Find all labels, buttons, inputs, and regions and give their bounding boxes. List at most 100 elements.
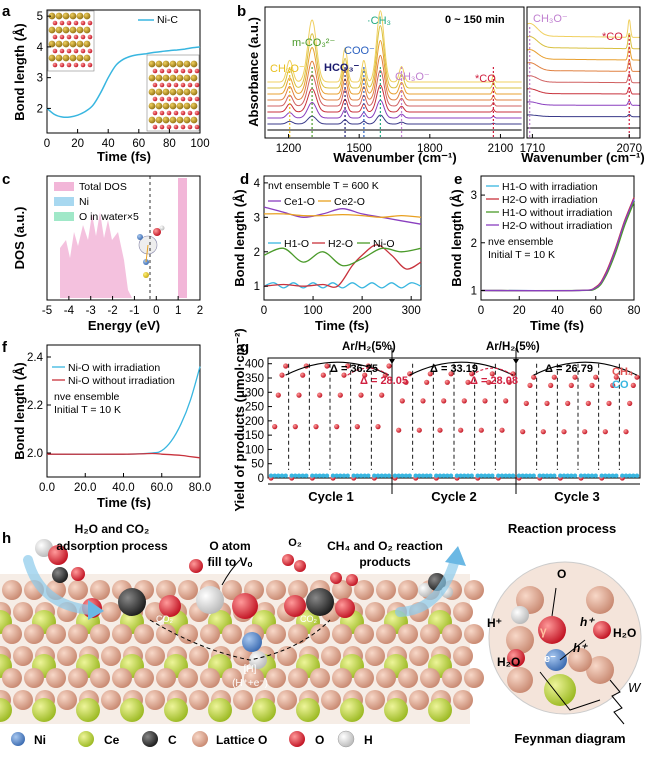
lattice-o-atom	[156, 624, 176, 644]
co-point	[454, 473, 460, 478]
annot-coo: COO⁻	[344, 45, 375, 57]
label-h-plus-e: (H⁺+e⁻)	[232, 678, 268, 689]
lattice-o-atom	[409, 646, 429, 666]
co-point	[603, 473, 608, 478]
ch4-point	[427, 371, 433, 377]
ch4-point	[292, 424, 298, 430]
ch4-point	[499, 427, 505, 433]
lattice-atom	[69, 40, 77, 48]
panel-letter-h: h	[2, 530, 11, 547]
lattice-atom	[69, 54, 77, 62]
co-point	[437, 473, 443, 478]
ch4-point	[313, 424, 319, 430]
lattice-atom	[66, 62, 72, 68]
lattice-atom	[183, 60, 191, 68]
ni-atom	[545, 649, 567, 671]
lattice-atom	[187, 124, 193, 130]
lattice-o-atom	[101, 690, 121, 710]
legend-label-atom-ni: Ni	[34, 733, 46, 747]
lattice-atom	[83, 54, 91, 62]
panel-f-note-ensemble: nve ensemble	[54, 391, 120, 403]
lattice-atom	[55, 54, 63, 62]
lattice-atom	[66, 34, 72, 40]
lattice-o-atom	[288, 580, 308, 600]
lattice-o-atom	[13, 602, 33, 622]
legend-label-h1-without: H1-O without irradiation	[502, 207, 612, 219]
rp-label-gamma: γ	[540, 624, 547, 638]
lattice-atom	[59, 34, 65, 40]
co-point	[569, 473, 574, 478]
ch4-point	[441, 398, 447, 404]
panel-b-xtick-label: 2100	[488, 143, 514, 155]
panel-d-frame	[263, 175, 422, 301]
co-point	[527, 473, 533, 478]
label-o2: O₂	[288, 537, 302, 549]
legend-label-atom-h: H	[364, 733, 373, 747]
ch4-point	[300, 372, 306, 378]
co-point	[631, 473, 636, 478]
lattice-o-atom	[365, 690, 385, 710]
lattice-o-atom	[46, 624, 66, 644]
sphere-atom	[586, 586, 614, 614]
panel-d-xtick-label: 300	[402, 305, 421, 317]
lattice-o-atom	[321, 646, 341, 666]
lattice-atom	[180, 124, 186, 130]
co-point	[276, 473, 281, 478]
lattice-atom	[169, 74, 177, 82]
cycle-label-1: Cycle 1	[308, 489, 354, 504]
lattice-o-atom	[13, 646, 33, 666]
inset-annot-co: *CO	[602, 31, 623, 43]
ch4-point	[540, 429, 546, 435]
panel-a-ytick-label: 3	[37, 73, 43, 85]
co-point	[548, 473, 553, 478]
panel-b-ylabel: Absorbance (a.u.)	[246, 17, 261, 127]
lattice-atom	[180, 68, 186, 74]
panel-letter-d: d	[240, 171, 249, 188]
label-fill-to-vo: fill to Vₒ	[208, 555, 253, 569]
ch4-point	[345, 363, 351, 369]
lattice-o-atom	[354, 580, 374, 600]
co-point	[448, 473, 454, 478]
lattice-atom	[159, 110, 165, 116]
lattice-atom	[166, 124, 172, 130]
lattice-atom	[187, 82, 193, 88]
lattice-atom	[52, 20, 58, 26]
lattice-o-atom	[442, 624, 462, 644]
spectrum-line	[267, 84, 522, 113]
co-point	[283, 473, 288, 478]
photon-wave	[609, 679, 625, 725]
panel-e-xtick-label: 20	[513, 305, 526, 317]
lattice-o-atom	[222, 668, 242, 688]
lattice-o-atom	[90, 580, 110, 600]
ch4-point	[582, 429, 588, 435]
co-point	[462, 473, 467, 478]
lattice-o-atom	[332, 624, 352, 644]
co-point	[400, 473, 405, 478]
ch4-point	[568, 382, 574, 388]
lattice-o-atom	[2, 580, 22, 600]
co-point	[634, 473, 640, 478]
panel-d-xtick-label: 200	[353, 305, 372, 317]
panel-c-xlabel: Energy (eV)	[88, 318, 160, 333]
panel-letter-b: b	[237, 3, 246, 20]
legend-label-total-dos: Total DOS	[79, 181, 127, 193]
lattice-atom	[87, 34, 93, 40]
sphere-atom	[544, 674, 576, 706]
h-atom	[418, 583, 432, 597]
lattice-atom	[59, 62, 65, 68]
panel-d: d nvt ensemble T = 600 K Ce1-O Ce2-O H1-…	[232, 171, 422, 333]
lattice-atom	[194, 96, 200, 102]
panel-d-ytick-label: 2	[254, 247, 260, 259]
lattice-atom	[187, 110, 193, 116]
ch4-point	[424, 379, 430, 385]
lattice-atom	[190, 60, 198, 68]
lattice-atom	[55, 12, 63, 20]
lattice-o-atom	[442, 668, 462, 688]
co-point	[324, 473, 330, 478]
label-products: products	[359, 555, 411, 569]
ch4-point	[334, 424, 340, 430]
delta-arc	[347, 367, 390, 376]
co-point	[589, 473, 595, 478]
legend-label-atom-o: O	[315, 733, 324, 747]
ch4-point	[489, 371, 495, 377]
